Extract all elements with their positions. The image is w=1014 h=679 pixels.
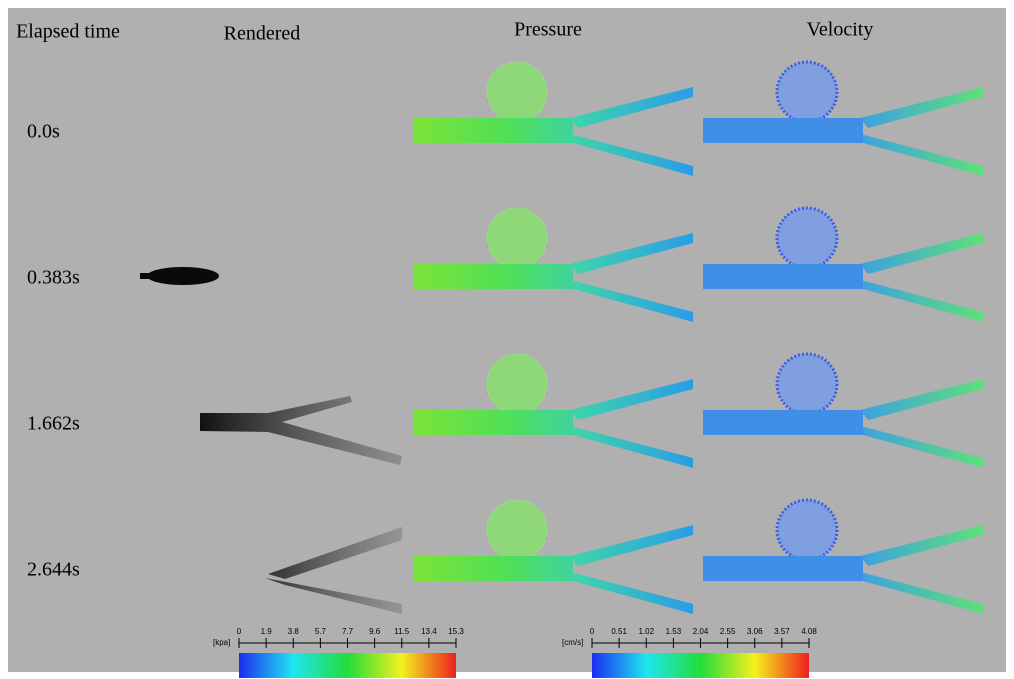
colorbar-unit: [kpa]	[213, 638, 230, 647]
particle	[777, 354, 837, 414]
row-label: 2.644s	[27, 559, 80, 581]
tick-label: 3.57	[774, 627, 790, 636]
tick-label: 0.51	[611, 627, 627, 636]
column-header: Velocity	[807, 19, 874, 41]
tick-label: 3.06	[747, 627, 763, 636]
figure: Elapsed time Rendered Pressure Velocity …	[0, 0, 1014, 679]
row-label: 1.662s	[27, 413, 80, 435]
tick-label: 5.7	[315, 627, 327, 636]
particle	[487, 500, 547, 560]
tick-label: 7.7	[342, 627, 354, 636]
tick-label: 0	[237, 627, 242, 636]
vessel	[413, 264, 573, 289]
tick-label: 11.5	[394, 627, 410, 636]
particle	[777, 208, 837, 268]
tick-label: 1.53	[666, 627, 682, 636]
tick-label: 2.04	[693, 627, 709, 636]
colorbar	[239, 653, 456, 678]
vessel	[703, 410, 863, 435]
column-header: Rendered	[224, 23, 301, 45]
particle	[777, 62, 837, 122]
column-header: Elapsed time	[16, 21, 120, 43]
tick-label: 15.3	[448, 627, 464, 636]
vessel	[413, 556, 573, 581]
tick-label: 9.6	[369, 627, 381, 636]
tick-label: 3.8	[288, 627, 300, 636]
vessel	[703, 264, 863, 289]
vessel	[413, 118, 573, 143]
particle	[487, 62, 547, 122]
vessel	[703, 118, 863, 143]
tick-label: 2.55	[720, 627, 736, 636]
particle	[777, 500, 837, 560]
column-header: Pressure	[514, 19, 582, 41]
row-label: 0.0s	[27, 121, 60, 143]
particle	[487, 208, 547, 268]
tick-label: 1.9	[261, 627, 273, 636]
vessel	[703, 556, 863, 581]
colorbar	[592, 653, 809, 678]
tick-label: 1.02	[638, 627, 654, 636]
tick-label: 13.4	[421, 627, 437, 636]
particle	[487, 354, 547, 414]
row-label: 0.383s	[27, 267, 80, 289]
tick-label: 0	[590, 627, 595, 636]
vessel	[413, 410, 573, 435]
colorbar-unit: [cm/s]	[562, 638, 583, 647]
tick-label: 4.08	[801, 627, 817, 636]
